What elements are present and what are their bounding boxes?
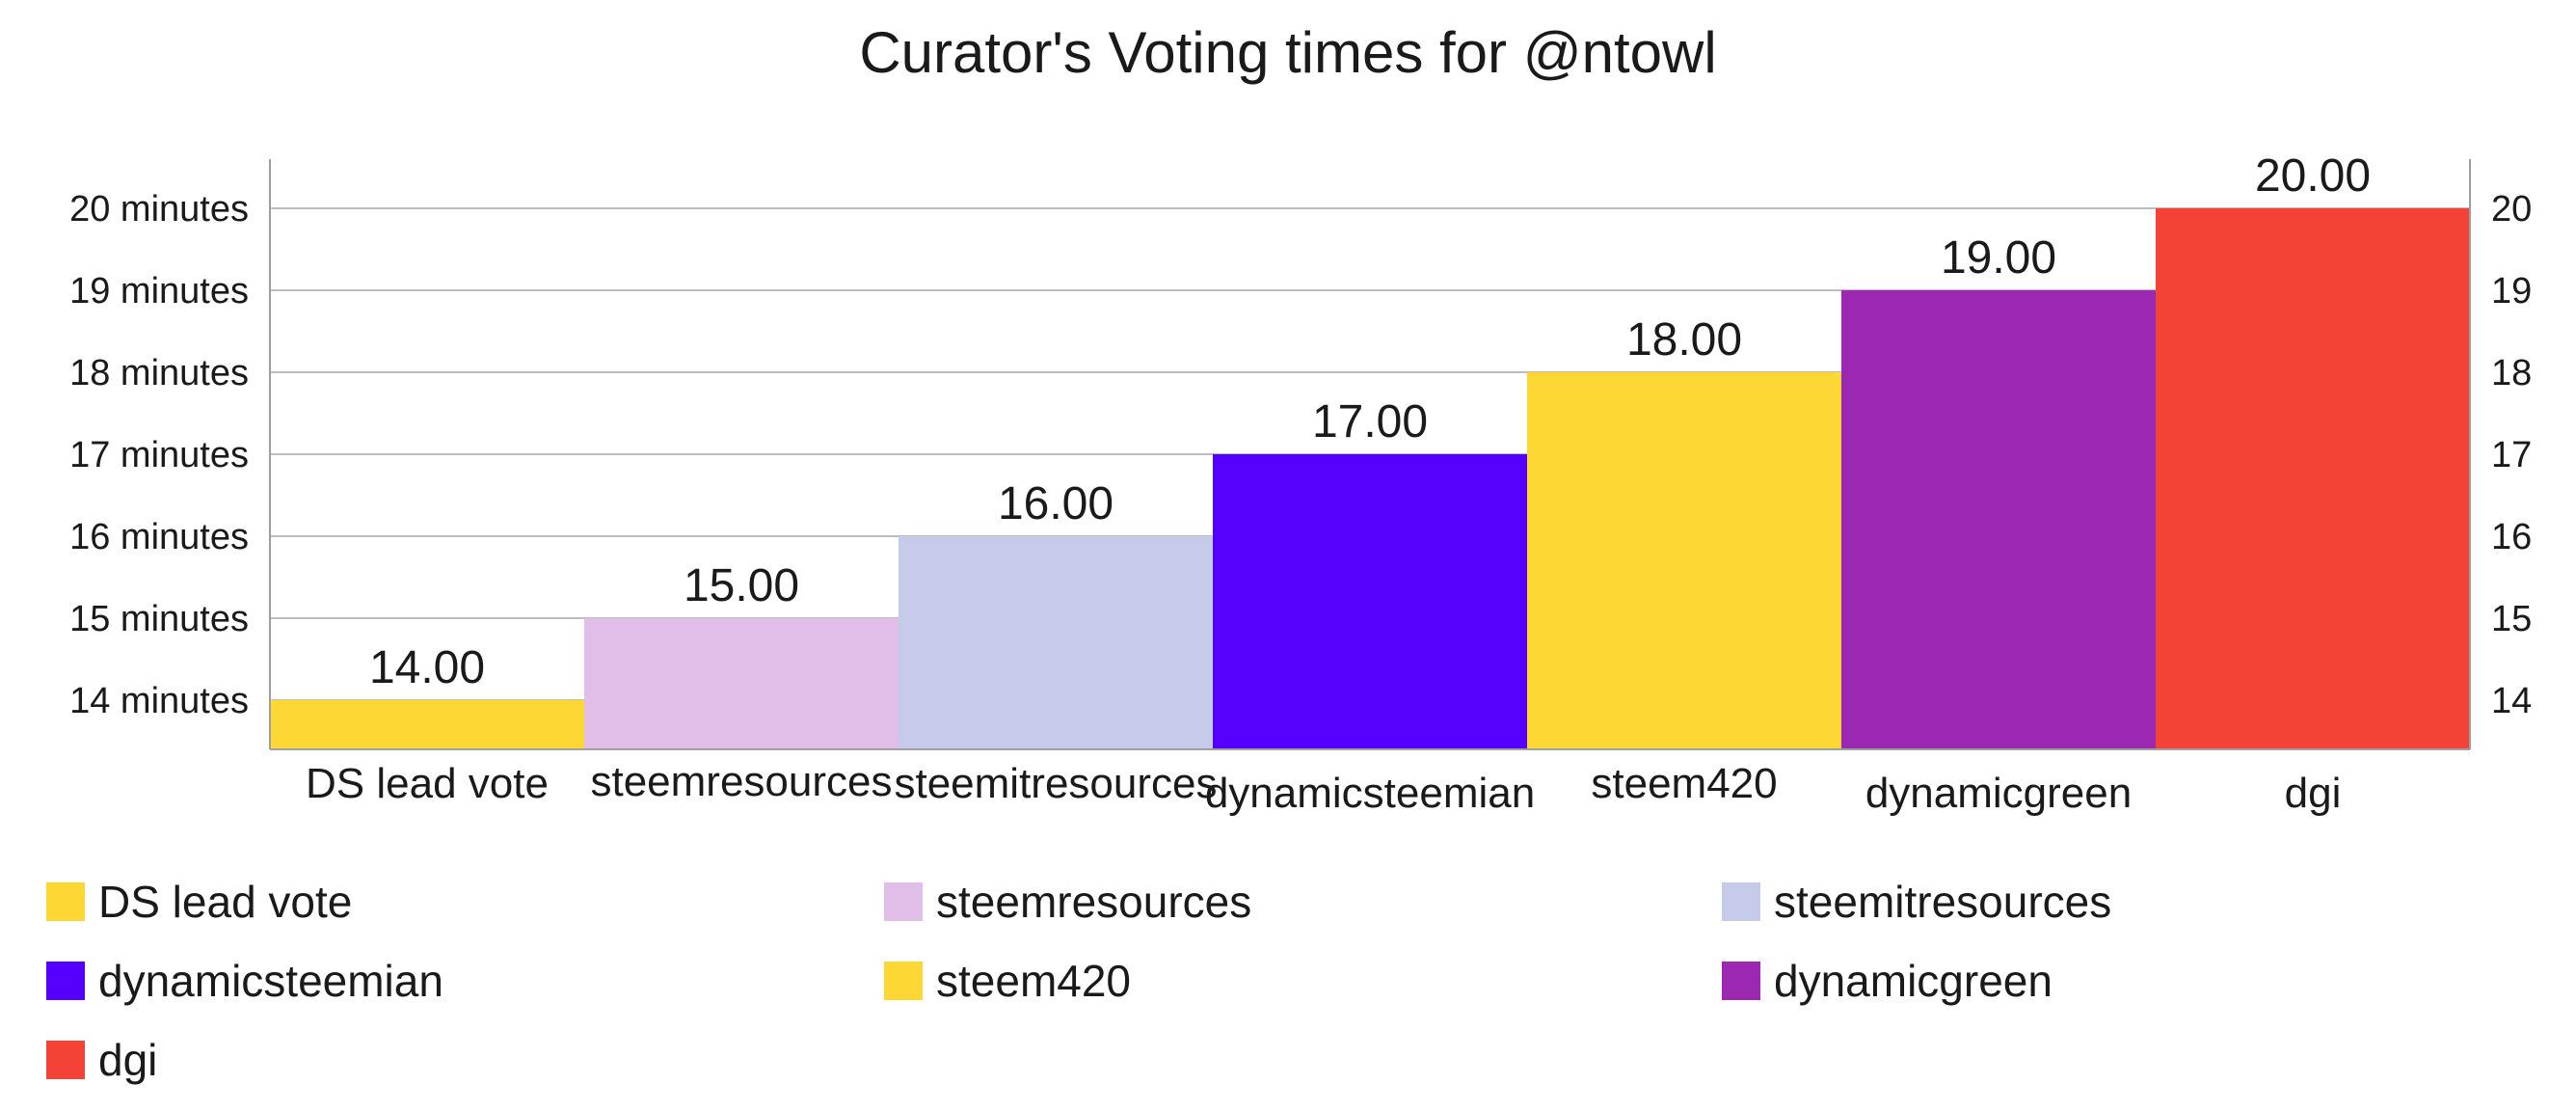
legend: DS lead vote steemresources steemitresourc…: [46, 877, 2111, 1085]
bar: [1841, 290, 2156, 749]
data-label: 17.00: [1312, 396, 1428, 447]
data-label: 16.00: [998, 478, 1114, 529]
x-tick-label: DS lead vote: [306, 760, 549, 807]
data-label: 18.00: [1626, 314, 1742, 366]
y-tick-label-right: 15: [2491, 599, 2532, 639]
legend-swatch: [884, 882, 923, 921]
bar: [899, 536, 1213, 749]
y-axis-right: 14 15 16 17 18 19 20: [2491, 189, 2532, 721]
y-tick-label-right: 18: [2491, 353, 2532, 393]
data-label: 15.00: [684, 560, 799, 611]
bar: [270, 700, 584, 749]
y-tick-label-right: 14: [2491, 681, 2532, 721]
legend-label: dynamicsteemian: [98, 956, 443, 1006]
legend-swatch: [46, 882, 85, 921]
data-label: 20.00: [2255, 150, 2371, 202]
legend-label: steemresources: [936, 877, 1251, 927]
legend-label: dynamicgreen: [1774, 956, 2053, 1006]
data-label: 19.00: [1941, 232, 2056, 284]
y-tick-label: 20 minutes: [69, 189, 249, 230]
y-tick-label: 16 minutes: [69, 517, 249, 557]
y-tick-label: 14 minutes: [69, 681, 249, 721]
y-tick-label-right: 20: [2491, 189, 2532, 230]
y-tick-label: 17 minutes: [69, 435, 249, 475]
x-tick-label: steemresources: [590, 758, 892, 805]
legend-label: steemitresources: [1774, 877, 2111, 927]
legend-swatch: [1722, 962, 1760, 1000]
chart-title: Curator's Voting times for @ntowl: [859, 20, 1716, 85]
legend-swatch: [884, 962, 923, 1000]
bars: [270, 208, 2470, 749]
x-tick-label: dynamicsteemian: [1205, 770, 1535, 817]
bar: [584, 618, 899, 749]
y-axis-left: 14 minutes 15 minutes 16 minutes 17 minutes…: [69, 189, 249, 721]
y-tick-label-right: 16: [2491, 517, 2532, 557]
y-tick-label-right: 17: [2491, 435, 2532, 475]
bar: [1527, 372, 1841, 749]
x-tick-label: steemitresources: [894, 760, 1217, 807]
bar: [2156, 208, 2470, 749]
legend-label: steem420: [936, 956, 1131, 1006]
x-tick-label: steem420: [1591, 760, 1777, 807]
data-labels: 14.00 15.00 16.00 17.00 18.00 19.00 20.00: [369, 150, 2371, 693]
data-label: 14.00: [369, 642, 485, 693]
legend-swatch: [1722, 882, 1760, 921]
y-tick-label: 19 minutes: [69, 271, 249, 312]
y-tick-label-right: 19: [2491, 271, 2532, 312]
x-axis: DS lead vote steemresources steemitresourc…: [306, 758, 2341, 817]
axes: [269, 159, 2471, 750]
legend-label: DS lead vote: [98, 877, 352, 927]
y-tick-label: 18 minutes: [69, 353, 249, 393]
y-tick-label: 15 minutes: [69, 599, 249, 639]
bar: [1213, 454, 1527, 749]
legend-swatch: [46, 1041, 85, 1079]
x-tick-label: dynamicgreen: [1865, 770, 2132, 817]
legend-swatch: [46, 962, 85, 1000]
x-tick-label: dgi: [2285, 770, 2342, 817]
legend-label: dgi: [98, 1035, 157, 1085]
